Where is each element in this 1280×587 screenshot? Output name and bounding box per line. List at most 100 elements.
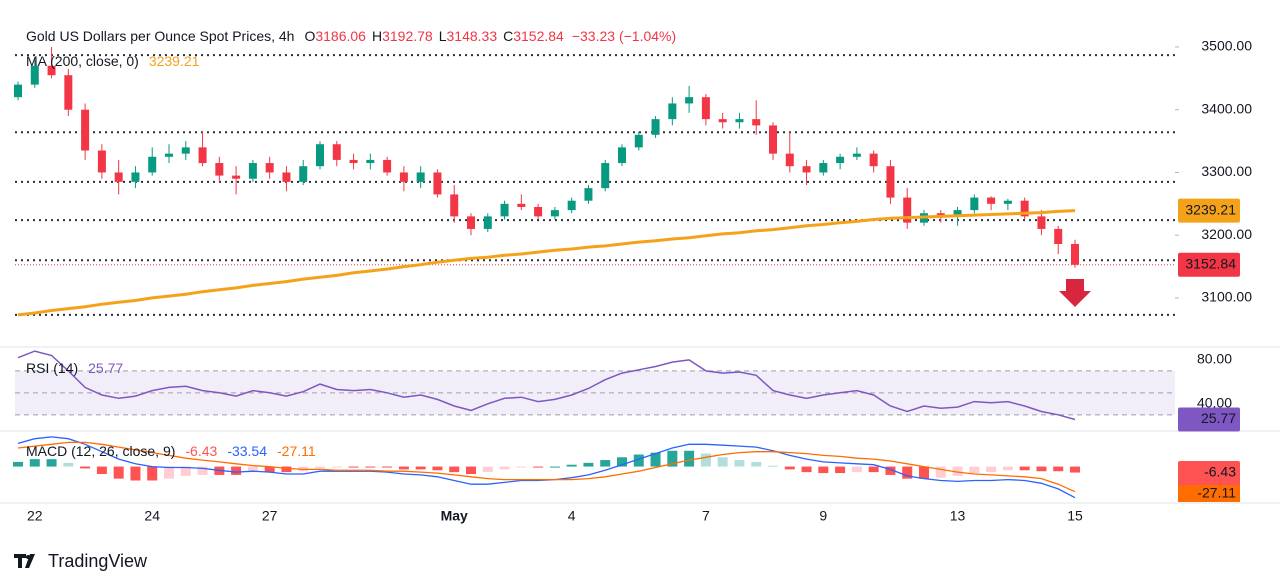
ohlc-label: L xyxy=(439,28,447,44)
histogram-bar xyxy=(734,460,745,467)
rsi-legend: RSI (14) 25.77 xyxy=(26,360,123,376)
badge-label: -27.11 xyxy=(1197,485,1236,501)
price-badge xyxy=(1178,407,1240,432)
histogram-bar xyxy=(919,466,929,479)
histogram-bar xyxy=(197,466,208,475)
ma-value: 3239.21 xyxy=(149,53,200,69)
histogram-bar xyxy=(1036,466,1047,472)
price-badge xyxy=(1178,461,1240,485)
candle-body xyxy=(601,163,610,189)
chart-title: Gold US Dollars per Ounce Spot Prices, 4… xyxy=(26,28,294,44)
candle-body xyxy=(685,97,694,104)
ma-line xyxy=(17,209,1076,317)
candle-body xyxy=(450,194,459,217)
candle-body xyxy=(718,119,727,123)
ohlc-label: O xyxy=(304,28,315,44)
x-tick-label: 22 xyxy=(27,508,43,524)
histogram-bar xyxy=(835,466,846,474)
histogram-bar xyxy=(717,457,728,467)
candle-body xyxy=(433,172,442,195)
candle-body xyxy=(383,159,392,173)
histogram-bar xyxy=(784,466,795,470)
candle-body xyxy=(953,210,962,217)
ohlc-value: 3186.06 xyxy=(315,28,366,44)
ohlc-label: H xyxy=(372,28,382,44)
ma-name: MA (200, close, 0) xyxy=(26,53,139,69)
candle-body xyxy=(584,188,593,201)
histogram-bar xyxy=(600,460,611,467)
ohlc-value: 3192.78 xyxy=(382,28,433,44)
histogram-bar xyxy=(348,466,359,468)
histogram-bar xyxy=(700,453,711,467)
candle-body xyxy=(349,159,358,164)
candle-body xyxy=(282,172,291,182)
candle-body xyxy=(265,163,274,173)
candle-body xyxy=(215,163,224,176)
histogram-bar xyxy=(482,466,493,473)
histogram-bar xyxy=(986,466,997,473)
histogram-bar xyxy=(868,466,879,473)
candle-body xyxy=(936,213,945,217)
x-tick-label: 15 xyxy=(1067,508,1083,524)
candle-body xyxy=(416,172,425,182)
candle-body xyxy=(366,159,375,164)
candle-body xyxy=(332,144,341,160)
labels: Gold US Dollars per Ounce Spot Prices, 4… xyxy=(26,28,676,459)
histogram-bar xyxy=(46,459,57,467)
histogram-bar xyxy=(516,466,527,468)
histogram-bar xyxy=(264,466,275,473)
histogram-bar xyxy=(566,464,577,467)
candle-body xyxy=(148,156,157,173)
macd-pane: -27.11 -6.43 xyxy=(13,436,1240,502)
y-tick-label: 3400.00 xyxy=(1201,100,1252,116)
candle-body xyxy=(802,166,811,173)
histogram-bar xyxy=(63,462,74,467)
candle-body xyxy=(14,84,22,98)
histogram-bar xyxy=(231,466,242,475)
histogram-bar xyxy=(1002,466,1013,471)
histogram-bar xyxy=(180,466,191,476)
candle-body xyxy=(701,97,710,120)
candle-body xyxy=(567,200,576,211)
histogram-bar xyxy=(315,466,325,469)
badge-label: 25.77 xyxy=(1201,410,1236,426)
header: Gold US Dollars per Ounce Spot Prices, 4… xyxy=(26,28,676,44)
brand: TradingView xyxy=(48,551,148,571)
candle-body xyxy=(735,119,744,123)
ohlc-value: 3148.33 xyxy=(447,28,498,44)
histogram-bar xyxy=(533,466,544,468)
x-tick-label: 7 xyxy=(702,508,710,524)
y-tick-label: 40.00 xyxy=(1197,395,1232,411)
histogram-bar xyxy=(1053,466,1064,472)
candle-body xyxy=(634,134,643,148)
histogram-bar xyxy=(432,466,443,471)
x-tick-label: 13 xyxy=(950,508,966,524)
rsi-value: 25.77 xyxy=(88,360,123,376)
histogram-bar xyxy=(1070,466,1080,473)
candle-body xyxy=(30,65,39,85)
signal-value: -27.11 xyxy=(277,443,316,459)
histogram-bar xyxy=(382,466,393,468)
rsi-line xyxy=(17,350,1076,421)
candle-body xyxy=(299,166,308,182)
histogram-bar xyxy=(768,465,778,467)
candle-body xyxy=(970,197,979,211)
candle-body xyxy=(1071,243,1079,265)
candle-body xyxy=(232,175,241,179)
histogram-bar xyxy=(449,466,460,473)
macd-name: MACD (12, 26, close, 9) xyxy=(26,443,175,459)
down-arrow xyxy=(1059,279,1091,307)
candle-body xyxy=(181,147,190,154)
candle-body xyxy=(517,203,526,207)
candle-body xyxy=(852,153,861,157)
candle-body xyxy=(500,203,509,217)
histogram-bar xyxy=(365,466,376,468)
change: −33.23 (−1.04%) xyxy=(572,28,676,44)
histogram-bar xyxy=(885,466,896,475)
candle-body xyxy=(785,153,794,167)
x-tick-label: May xyxy=(441,508,468,524)
candle-body xyxy=(81,109,90,151)
candle-body xyxy=(467,216,475,229)
